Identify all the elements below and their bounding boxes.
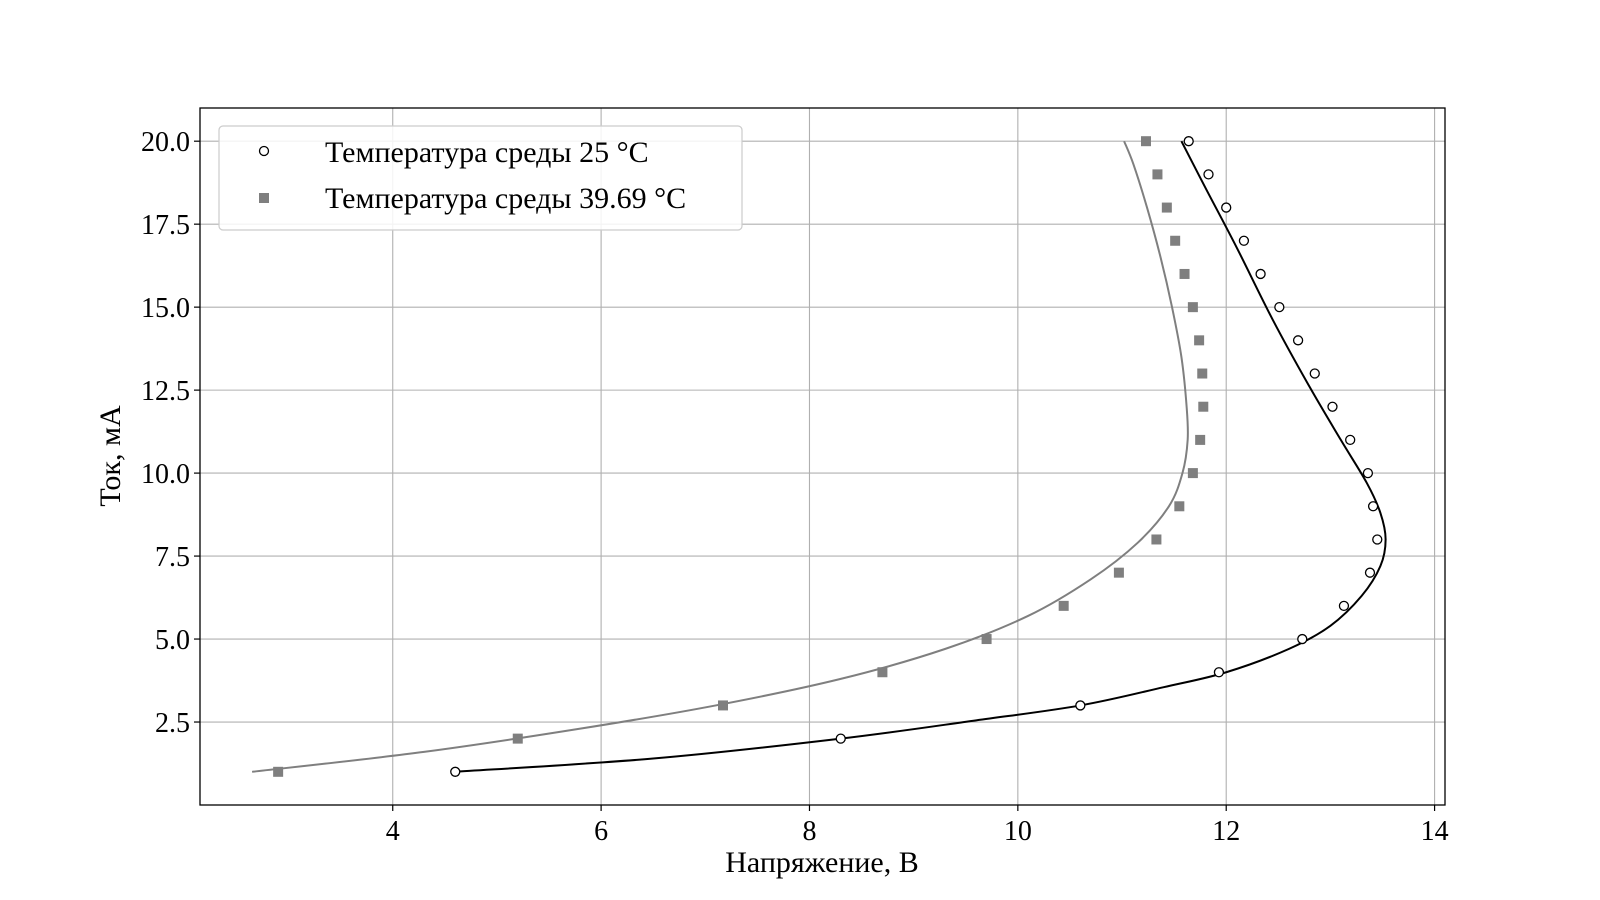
data-point-39c [1161,202,1172,213]
legend-box [218,125,743,231]
x-axis-label: Напряжение, В [725,846,919,879]
data-point-39c [1174,501,1185,512]
y-axis-label: Ток, мА [94,405,127,507]
plot-frame [199,107,1446,806]
data-point-25c [1297,633,1308,645]
fit-line-0 [455,140,1387,773]
data-point-39c [512,733,523,744]
legend: Температура среды 25 °C Температура сред… [218,125,743,231]
data-point-39c [1194,335,1205,346]
x-tick-label: 10 [1004,816,1032,847]
x-tick-label: 8 [802,816,816,847]
x-tick-label: 6 [594,816,608,847]
data-point-25c [1362,467,1374,479]
y-tick-label: 2.5 [155,708,190,739]
x-tick-label: 14 [1421,816,1449,847]
data-point-25c [1292,335,1304,346]
data-point-39c [1058,600,1069,611]
data-points [273,136,1383,777]
axis-ticks: 4 6 8 10 12 14 2.5 5.0 7.5 10.0 12.5 15.0 17.5 20.0 [141,127,1449,847]
data-point-25c [1075,700,1086,711]
data-point-25c [1238,235,1250,246]
data-point-39c [1152,169,1163,180]
data-point-25c [450,766,461,777]
data-point-39c [718,700,729,711]
legend-label-39c: Температура среды 39.69 °C [325,182,686,215]
fit-line-1 [251,140,1189,773]
data-point-39c [1187,468,1198,479]
data-point-25c [1221,202,1232,213]
data-point-39c [1197,368,1208,379]
fit-lines [251,140,1387,773]
data-point-39c [1187,302,1198,313]
data-point-39c [1198,401,1209,412]
y-tick-label: 10.0 [141,459,190,490]
y-tick-label: 12.5 [141,376,190,407]
data-point-25c [1274,301,1285,313]
data-point-39c [1170,235,1181,246]
data-point-25c [1213,667,1225,678]
y-tick-label: 15.0 [141,293,190,324]
x-tick-label: 4 [386,816,400,847]
y-tick-label: 20.0 [141,127,190,158]
data-point-25c [1367,501,1379,512]
data-point-25c [1345,434,1356,446]
legend-marker-25c [258,145,270,157]
legend-marker-39c [259,193,269,203]
data-point-25c [1364,567,1376,578]
data-point-25c [1255,268,1266,280]
y-tick-label: 7.5 [155,542,190,573]
data-point-39c [273,766,284,777]
y-tick-label: 5.0 [155,625,190,656]
data-point-39c [981,634,992,645]
grid [200,108,1445,805]
legend-label-25c: Температура среды 25 °C [325,136,649,169]
data-point-25c [1309,368,1320,379]
data-point-39c [1140,136,1151,147]
data-point-25c [1203,169,1214,180]
data-point-39c [1195,434,1206,445]
data-point-25c [1372,534,1383,545]
x-tick-label: 12 [1212,816,1240,847]
data-point-25c [1183,136,1194,147]
data-point-39c [877,667,888,678]
data-point-39c [1179,268,1190,279]
data-point-25c [835,733,846,744]
y-tick-label: 17.5 [141,210,190,241]
data-point-25c [1327,401,1338,412]
data-point-25c [1338,600,1350,612]
data-point-39c [1113,567,1124,578]
data-point-39c [1151,534,1162,545]
